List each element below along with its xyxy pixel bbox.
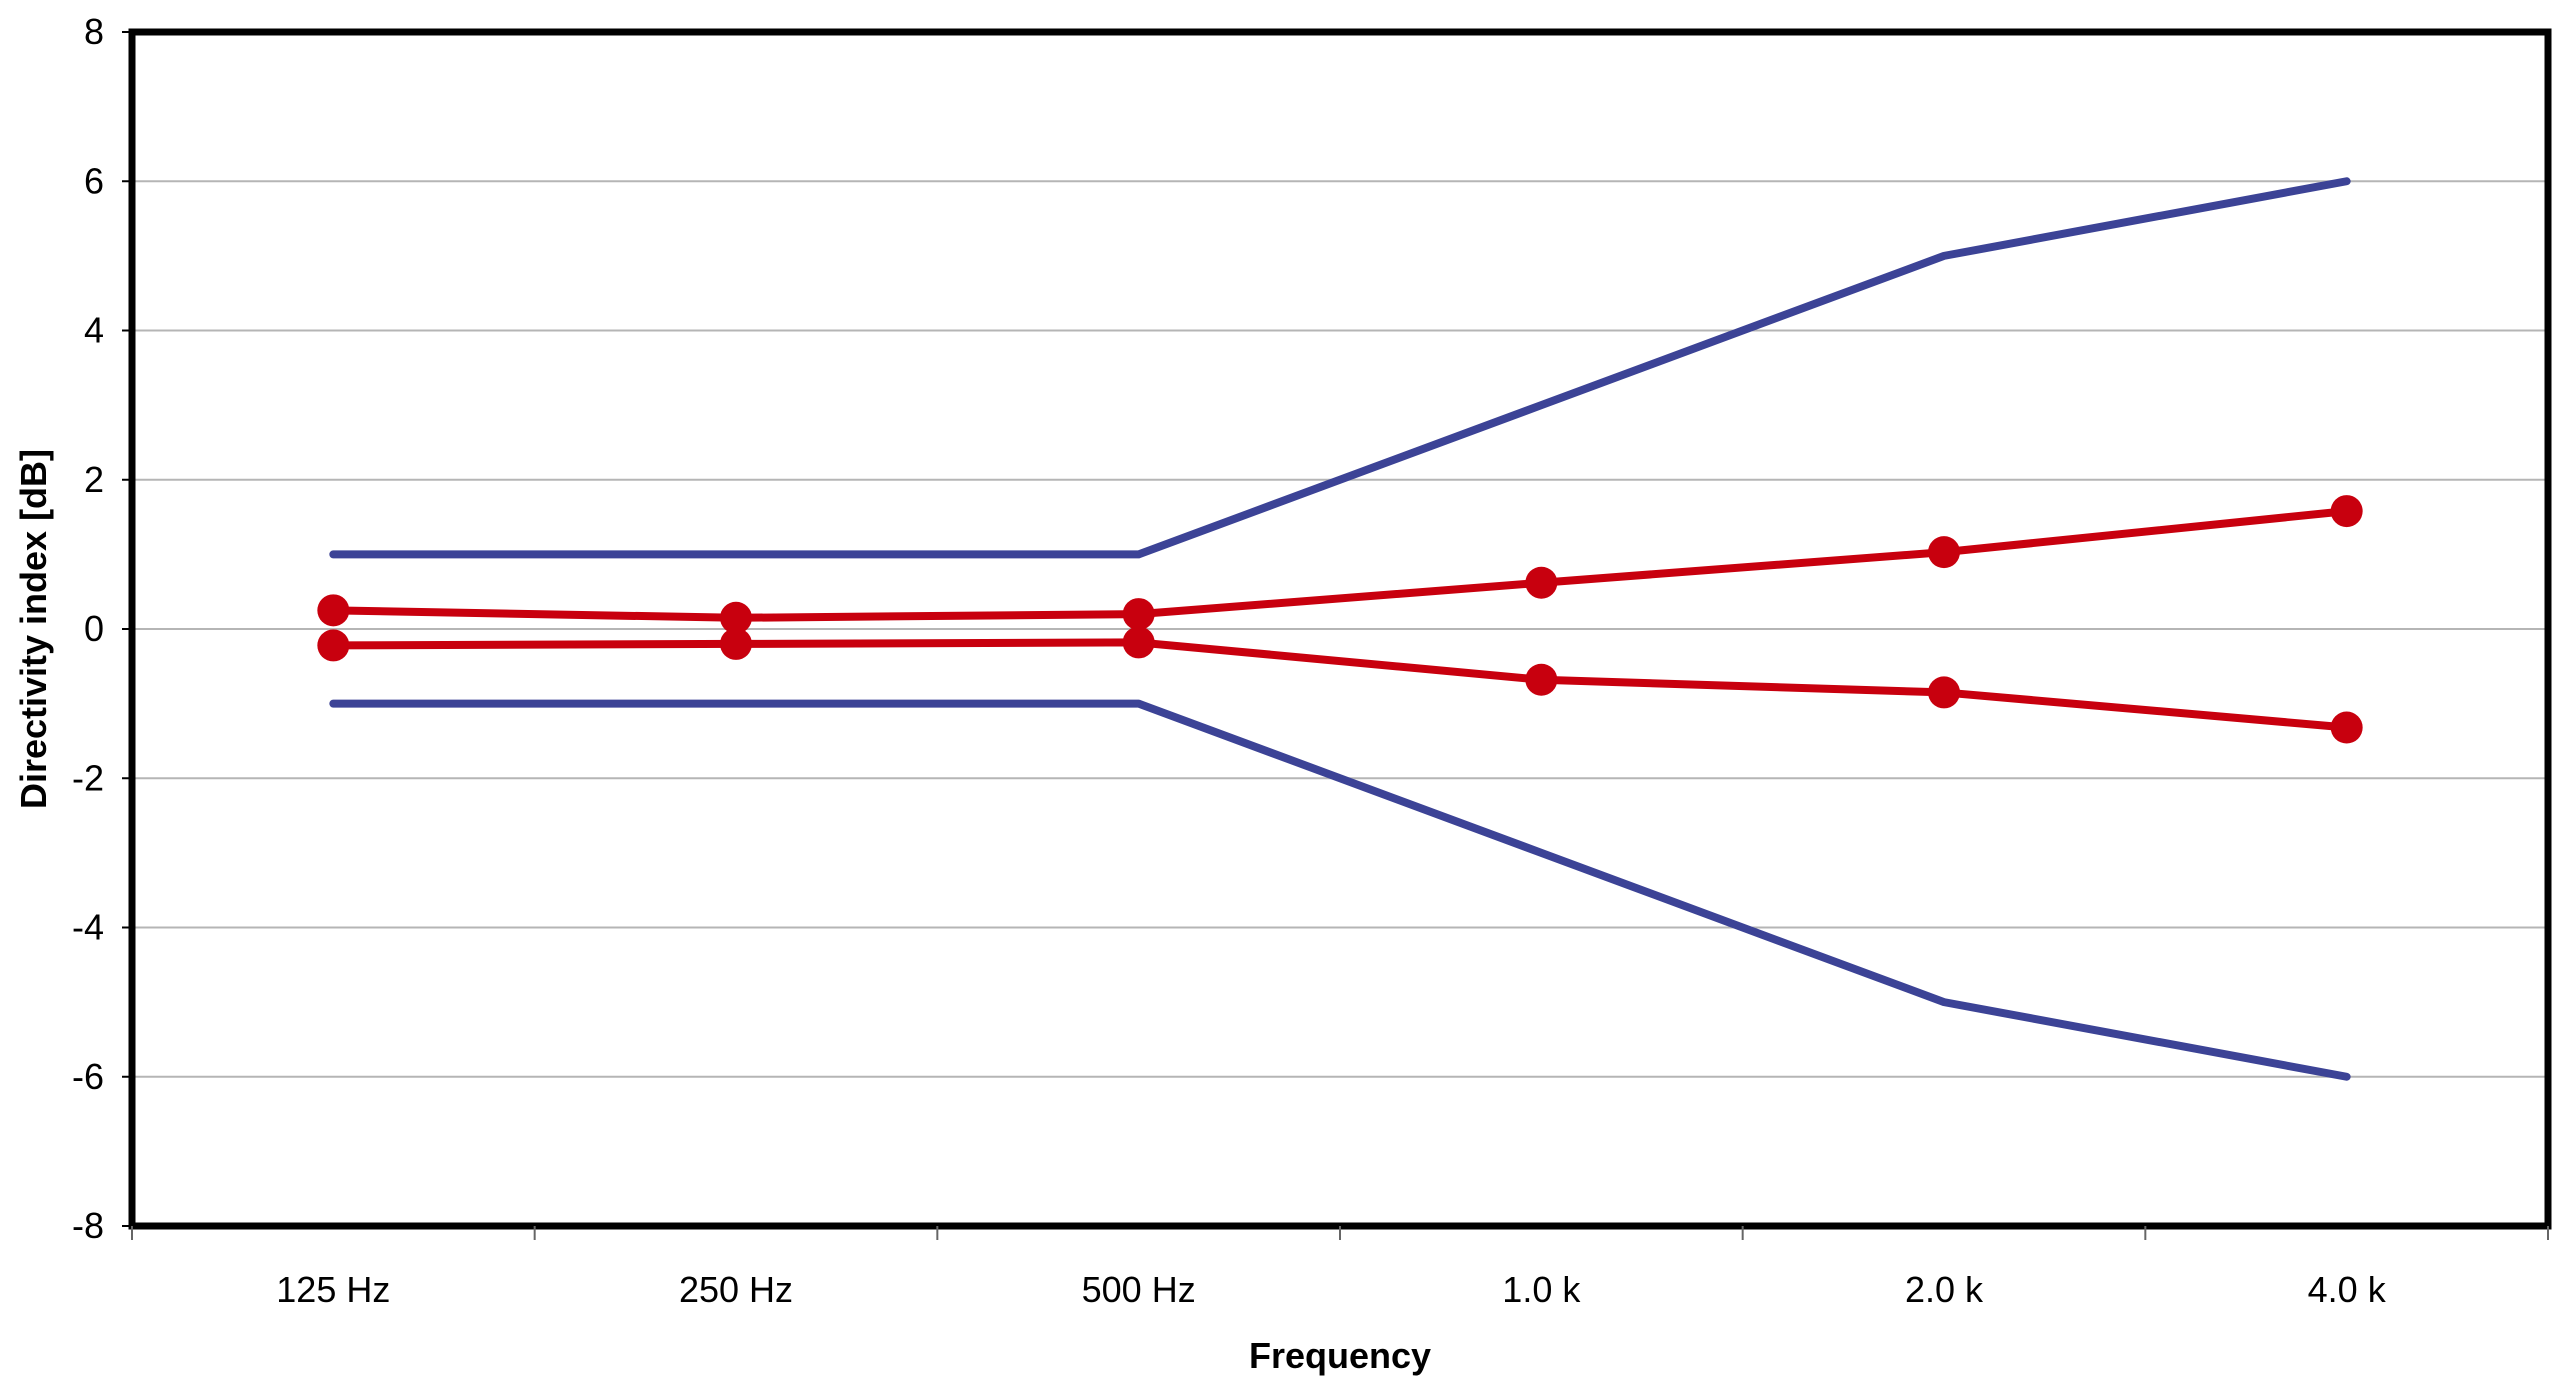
x-tick-label: 1.0 k — [1502, 1269, 1581, 1310]
x-tick-label: 4.0 k — [2308, 1269, 2387, 1310]
data-point — [2330, 495, 2363, 528]
data-point — [720, 601, 752, 634]
data-point — [1928, 536, 1960, 569]
x-axis-title: Frequency — [1249, 1335, 1431, 1376]
x-tick-label: 250 Hz — [679, 1269, 793, 1310]
x-tick-label: 500 Hz — [1082, 1269, 1196, 1310]
y-tick-label: -6 — [72, 1056, 104, 1097]
data-point — [720, 627, 752, 660]
data-point — [1122, 626, 1155, 659]
y-tick-label: 0 — [84, 608, 104, 649]
axes: -8 -6 -4 -2 0 2 4 6 8 125 Hz 250 Hz 500 Hz 1.0 k 2.0 … — [72, 11, 2549, 1310]
data-point — [2330, 711, 2363, 744]
y-tick-label: 8 — [84, 11, 104, 52]
data-point — [1525, 566, 1558, 599]
y-tick-label: 2 — [84, 459, 104, 500]
data-point — [1928, 676, 1960, 709]
series-group — [317, 177, 2363, 1081]
y-tick-label: 4 — [84, 310, 104, 351]
x-tick-label: 2.0 k — [1905, 1269, 1984, 1310]
data-point — [317, 594, 350, 627]
series-line-3 — [329, 507, 2351, 622]
y-tick-label: -8 — [72, 1205, 104, 1246]
series-line-1 — [329, 177, 2351, 559]
x-tick-label: 125 Hz — [276, 1269, 390, 1310]
grid-lines — [132, 180, 2548, 1078]
series-line-4 — [329, 638, 2351, 732]
data-point — [1525, 663, 1558, 696]
y-tick-label: 6 — [84, 160, 104, 201]
series-line-2 — [329, 699, 2351, 1081]
y-tick-label: -4 — [72, 907, 104, 948]
data-point — [1122, 598, 1155, 631]
y-tick-label: -2 — [72, 757, 104, 798]
data-point — [317, 629, 350, 662]
y-axis-title: Directivity index [dB] — [13, 449, 54, 809]
